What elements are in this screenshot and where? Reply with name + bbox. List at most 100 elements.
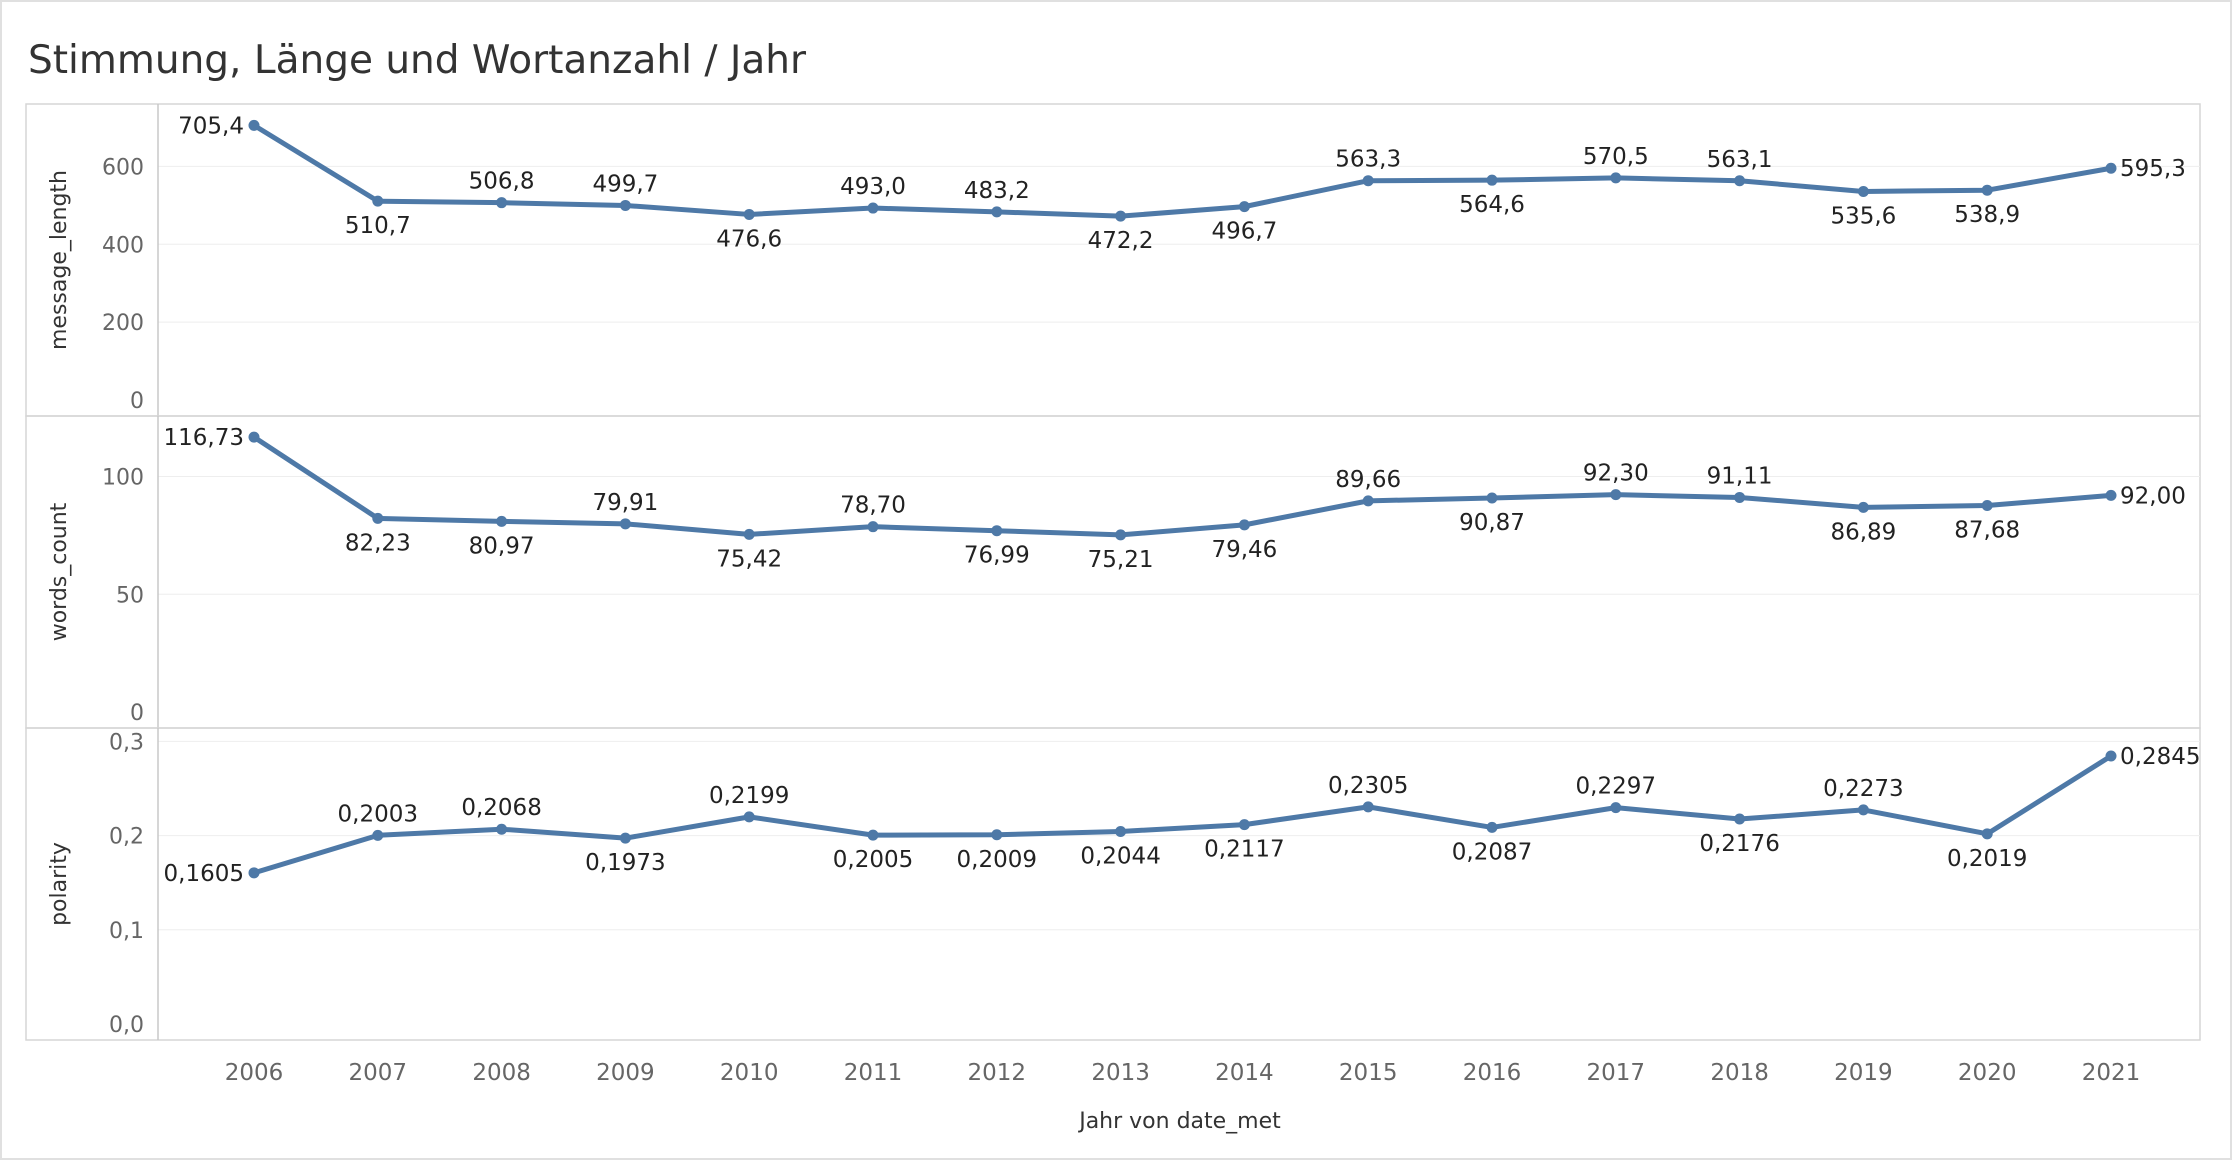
data-point: [1734, 491, 1746, 503]
data-point: [2105, 162, 2117, 174]
data-label: 0,2087: [1452, 839, 1532, 865]
chart-title: Stimmung, Länge und Wortanzahl / Jahr: [28, 38, 807, 83]
x-tick-label: 2020: [1958, 1060, 2017, 1086]
y-tick-label: 100: [102, 466, 144, 491]
x-tick-label: 2012: [968, 1060, 1027, 1086]
data-point: [372, 512, 384, 524]
data-point: [1981, 184, 1993, 196]
data-label: 116,73: [164, 425, 244, 451]
data-label: 0,2176: [1699, 831, 1779, 857]
data-label: 0,2297: [1576, 774, 1656, 800]
data-point: [1238, 519, 1250, 531]
data-label: 0,2199: [709, 783, 789, 809]
data-point: [1981, 828, 1993, 840]
data-point: [2105, 750, 2117, 762]
y-tick-label: 600: [102, 155, 144, 180]
data-point: [1610, 489, 1622, 501]
data-point: [619, 832, 631, 844]
data-label: 705,4: [178, 113, 244, 139]
data-label: 75,42: [716, 546, 782, 572]
y-tick-label: 0: [130, 701, 144, 726]
data-point: [1115, 529, 1127, 541]
data-label: 510,7: [345, 213, 411, 239]
data-point: [867, 521, 879, 533]
data-label: 0,2068: [461, 795, 541, 821]
data-label: 563,3: [1335, 147, 1401, 173]
data-point: [1238, 201, 1250, 213]
data-label: 0,2005: [833, 847, 913, 873]
data-point: [1734, 175, 1746, 187]
data-label: 92,30: [1583, 461, 1649, 487]
data-point: [991, 206, 1003, 218]
data-label: 564,6: [1459, 192, 1525, 218]
data-point: [2105, 489, 2117, 501]
x-tick-label: 2019: [1834, 1060, 1893, 1086]
x-tick-label: 2021: [2082, 1060, 2141, 1086]
data-label: 483,2: [964, 178, 1030, 204]
x-tick-label: 2015: [1339, 1060, 1398, 1086]
y-tick-label: 0,1: [109, 919, 144, 944]
x-tick-label: 2018: [1710, 1060, 1769, 1086]
data-label: 79,91: [592, 490, 658, 516]
data-label: 87,68: [1954, 518, 2020, 544]
data-point: [1486, 174, 1498, 186]
data-point: [248, 867, 260, 879]
data-label: 476,6: [716, 226, 782, 252]
data-label: 92,00: [2120, 483, 2186, 509]
data-point: [1857, 185, 1869, 197]
x-axis-title: Jahr von date_met: [1077, 1109, 1281, 1134]
data-label: 570,5: [1583, 144, 1649, 170]
x-tick-label: 2013: [1091, 1060, 1150, 1086]
x-tick-label: 2009: [596, 1060, 655, 1086]
series-line-polarity: [251, 753, 2114, 876]
data-point: [991, 829, 1003, 841]
data-label: 496,7: [1211, 219, 1277, 245]
data-label: 0,2273: [1823, 776, 1903, 802]
y-tick-label: 0,0: [109, 1013, 144, 1038]
data-point: [1981, 500, 1993, 512]
data-point: [1362, 495, 1374, 507]
data-label: 563,1: [1707, 147, 1773, 173]
data-point: [1115, 210, 1127, 222]
data-point: [496, 197, 508, 209]
data-point: [1115, 825, 1127, 837]
y-tick-label: 50: [116, 583, 144, 608]
data-label: 0,2019: [1947, 846, 2027, 872]
data-point: [991, 525, 1003, 537]
x-tick-label: 2007: [349, 1060, 408, 1086]
x-tick-label: 2008: [472, 1060, 531, 1086]
data-point: [248, 119, 260, 131]
data-label: 0,1605: [164, 861, 244, 887]
x-tick-label: 2014: [1215, 1060, 1274, 1086]
y-tick-label: 0,2: [109, 825, 144, 850]
data-point: [496, 823, 508, 835]
data-label: 79,46: [1211, 537, 1277, 563]
data-label: 538,9: [1954, 202, 2020, 228]
data-label: 0,1973: [585, 850, 665, 876]
pane-frame: [25, 727, 2201, 1041]
y-axis-title-message-length: message_length: [47, 170, 72, 350]
data-label: 89,66: [1335, 467, 1401, 493]
data-label: 0,2305: [1328, 773, 1408, 799]
x-tick-label: 2011: [844, 1060, 903, 1086]
pane-polarity: 0,0 0,1 0,2 0,3 polarity 0,1605 0,2003 0,2068 0,…: [25, 727, 2201, 1041]
x-tick-label: 2017: [1587, 1060, 1646, 1086]
x-tick-label: 2006: [225, 1060, 284, 1086]
y-axis-title-words-count: words_count: [47, 502, 72, 641]
data-label: 0,2044: [1080, 843, 1160, 869]
data-label: 0,2117: [1204, 837, 1284, 863]
data-point: [619, 518, 631, 530]
data-point: [1857, 501, 1869, 513]
data-label: 0,2003: [338, 801, 418, 827]
data-label: 76,99: [964, 543, 1030, 569]
data-label: 90,87: [1459, 510, 1525, 536]
data-label: 82,23: [345, 530, 411, 556]
data-point: [1857, 804, 1869, 816]
data-label: 86,89: [1830, 519, 1896, 545]
data-point: [867, 202, 879, 214]
data-point: [1610, 802, 1622, 814]
x-tick-label: 2010: [720, 1060, 779, 1086]
y-tick-label: 200: [102, 311, 144, 336]
data-label: 595,3: [2120, 156, 2186, 182]
